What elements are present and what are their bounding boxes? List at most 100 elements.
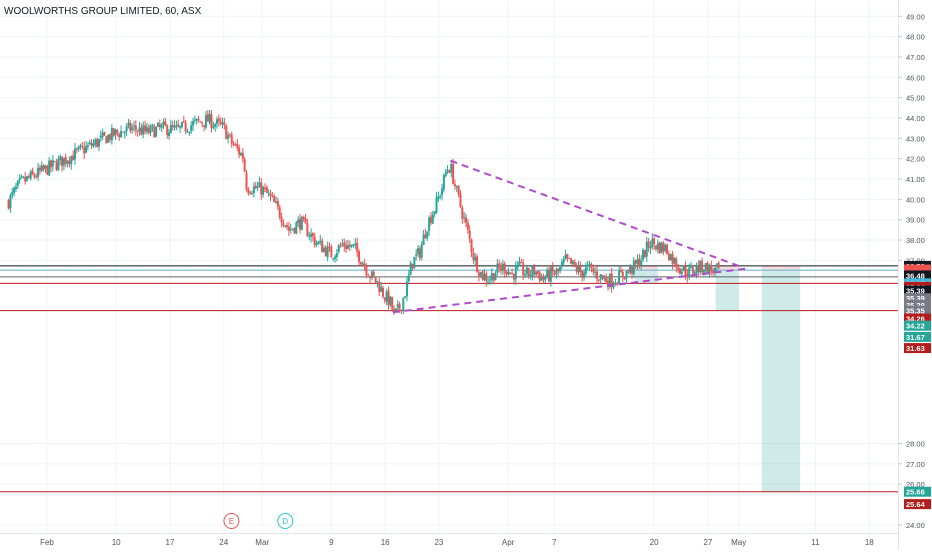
price-label-12: 31.67 (906, 333, 925, 342)
candle-body-26 (55, 162, 58, 170)
time-axis-background (0, 533, 898, 550)
candle-body-147 (278, 207, 281, 218)
price-label-bg-13 (904, 343, 931, 354)
candle-body-167 (315, 243, 318, 245)
candle-body-157 (297, 219, 300, 223)
candle-body-156 (295, 222, 298, 234)
candle-body-49 (97, 139, 100, 147)
candle-body-113 (215, 119, 218, 124)
position-boxes[interactable] (634, 265, 801, 492)
candle-body-309 (577, 266, 580, 273)
position-stop-zone-2[interactable] (761, 265, 801, 271)
candle-body-306 (571, 260, 574, 264)
candle-body-129 (245, 172, 248, 190)
price-tick-label-0: 49.00 (906, 12, 925, 21)
candle-body-91 (175, 125, 178, 127)
candle-body-177 (334, 256, 337, 259)
candle-body-352 (656, 243, 659, 250)
candle-body-370 (690, 266, 693, 268)
candle-body-121 (230, 134, 233, 144)
candle-body-132 (251, 193, 254, 195)
candle-body-10 (26, 176, 29, 181)
candle-body-31 (64, 156, 67, 164)
candle-body-41 (83, 147, 86, 154)
candle-body-238 (446, 169, 449, 172)
candle-body-14 (33, 174, 36, 177)
event-marker-e[interactable]: E (223, 513, 240, 529)
candle-body-1 (9, 195, 12, 209)
candle-body-259 (485, 273, 488, 282)
price-label-bg-9 (904, 305, 931, 316)
candle-body-189 (356, 242, 359, 252)
candle-body-342 (638, 258, 641, 267)
candle-body-17 (38, 167, 41, 171)
candle-body-105 (201, 122, 204, 124)
candle-body-95 (182, 121, 185, 123)
price-label-bg-7 (904, 293, 931, 304)
event-marker-circle-1[interactable] (277, 513, 294, 529)
horizontal-lines[interactable] (0, 265, 898, 493)
candle-body-286 (535, 271, 538, 275)
candle-body-331 (618, 270, 621, 285)
candle-body-294 (549, 267, 552, 282)
candle-body-24 (51, 160, 54, 167)
position-target-zone-2[interactable] (761, 270, 801, 492)
price-label-10: 34.26 (906, 315, 925, 324)
candle-body-330 (616, 282, 619, 285)
candle-body-243 (455, 186, 458, 188)
time-tick-label-5: 9 (329, 538, 334, 547)
price-label-15: 25.64 (906, 500, 926, 509)
candle-body-214 (402, 298, 405, 312)
time-axis[interactable]: Feb 10 17 24 Mar 9 16 23 Apr 7 20 27 May 11 18 (40, 538, 874, 547)
event-marker-d[interactable]: D (277, 513, 294, 529)
candle-body-164 (310, 233, 313, 238)
event-marker-circle-0[interactable] (223, 513, 240, 529)
candle-body-322 (601, 275, 604, 278)
candle-body-310 (579, 265, 582, 273)
candle-body-262 (490, 273, 493, 280)
candle-body-128 (243, 159, 246, 172)
candle-body-318 (594, 272, 597, 274)
candle-body-43 (86, 145, 89, 148)
trendlines[interactable] (392, 159, 749, 314)
candle-body-347 (647, 241, 650, 248)
candle-body-188 (354, 243, 357, 246)
candle-body-263 (492, 273, 495, 281)
candlesticks (7, 109, 720, 315)
candle-body-69 (134, 125, 137, 131)
candle-body-284 (531, 266, 534, 276)
candle-body-65 (127, 122, 130, 126)
candle-body-317 (592, 268, 595, 272)
candle-body-315 (588, 263, 591, 266)
candle-body-191 (359, 262, 362, 265)
candle-body-335 (625, 271, 628, 279)
candle-body-96 (184, 122, 187, 132)
candle-body-198 (372, 271, 375, 277)
candle-body-289 (540, 277, 543, 281)
candle-body-272 (509, 272, 512, 274)
trendline-0[interactable] (450, 159, 740, 267)
position-stop-zone-1[interactable] (715, 265, 739, 271)
candle-body-55 (109, 134, 112, 140)
candle-body-138 (262, 186, 265, 195)
candle-body-378 (704, 263, 707, 271)
candle-body-16 (37, 167, 40, 178)
candle-body-87 (168, 132, 171, 136)
price-axis[interactable]: 49.00 48.00 47.00 46.00 45.00 44.00 43.00 42.00… (898, 12, 925, 530)
position-target-zone-1[interactable] (715, 270, 739, 311)
candle-body-109 (208, 113, 211, 123)
candle-body-201 (378, 281, 381, 293)
candle-body-205 (385, 291, 388, 302)
candle-body-98 (188, 131, 191, 133)
candle-body-34 (70, 156, 73, 165)
trendline-1[interactable] (392, 267, 749, 314)
position-stop-zone-0[interactable] (634, 265, 658, 271)
candle-body-119 (227, 135, 230, 139)
time-tick-label-13: 11 (811, 538, 820, 547)
candle-body-271 (507, 271, 510, 275)
candle-body-84 (162, 121, 165, 125)
candle-body-255 (477, 272, 480, 276)
